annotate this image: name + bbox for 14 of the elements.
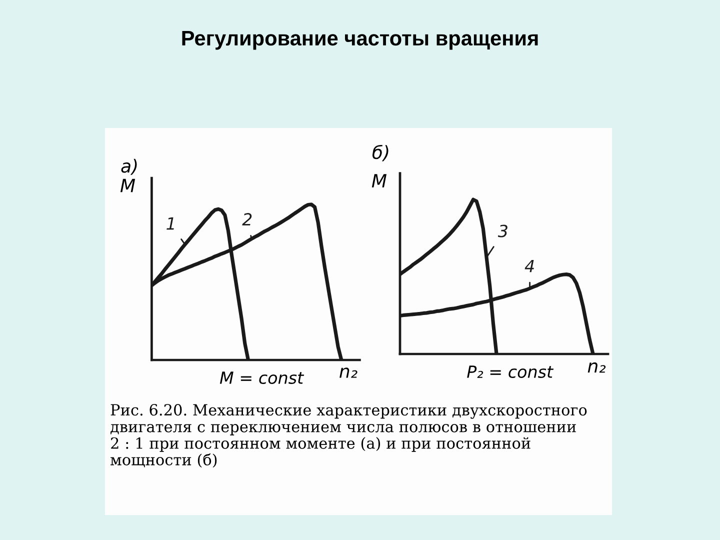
y-axis-title: M	[120, 178, 136, 192]
chart-title: б)	[372, 144, 388, 162]
y-axis-title: M	[372, 174, 387, 188]
text: P₂ = const	[467, 366, 554, 378]
text: Рис. 6.20. Механические характеристики двухскоростного двигателя с переключением числа полюсов в отношении 2 : 1 при постоянном моменте (а) и при постоянной мощности (б)	[110, 404, 587, 468]
x-axis-title: n₂	[588, 362, 606, 373]
text: M = const	[220, 372, 304, 384]
chart-title: а)	[121, 158, 137, 175]
x-axis-title: n₂	[340, 368, 358, 378]
series-label: 3	[498, 224, 508, 238]
series-label: 4	[524, 260, 534, 272]
series-label: 2	[242, 212, 252, 226]
text: Регулирование частоты вращения	[182, 31, 538, 50]
series-label: 1	[166, 217, 174, 230]
